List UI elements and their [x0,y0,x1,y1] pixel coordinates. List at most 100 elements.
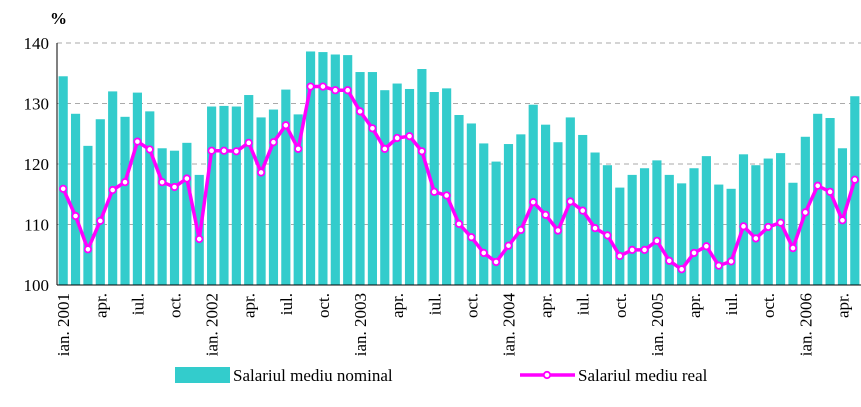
bar [442,88,452,285]
line-marker [219,146,229,155]
bar [392,83,402,285]
bar [343,55,353,285]
line-marker [368,124,377,133]
bar [528,104,538,286]
bar [281,89,291,286]
bar [491,161,501,285]
x-tick-label: oct. [462,293,481,318]
bar [689,168,699,285]
x-tick-label: apr. [91,293,110,318]
line-marker [689,248,699,258]
line-marker [479,248,488,258]
line-marker [727,257,736,266]
bar [825,118,835,286]
legend-label: Salariul mediu nominal [233,366,393,385]
x-tick-label: oct. [611,293,630,318]
line-marker [825,187,835,196]
x-tick-label: apr. [240,293,259,318]
bar [726,188,736,285]
line-marker [838,216,847,225]
line-marker [182,174,191,183]
line-marker [343,86,352,95]
line-marker [801,208,810,217]
line-marker [133,137,142,146]
bar [677,183,687,285]
line-marker [788,243,798,253]
bar [231,106,241,286]
line-marker [256,168,266,177]
line-marker [751,234,760,243]
line-marker [714,261,723,270]
line-marker [232,147,241,156]
line-marker [120,178,130,187]
bar [516,134,526,285]
line-marker [665,256,674,265]
line-marker [306,82,315,91]
bar [788,182,798,285]
bar [850,96,860,286]
bar [763,158,773,285]
bar [83,145,93,285]
line-marker [71,211,80,221]
line-marker [59,184,68,193]
bar [553,142,563,285]
line-marker [393,133,402,143]
bar [145,111,155,286]
line-marker [776,218,785,227]
line-marker [318,82,328,91]
bar [367,72,377,285]
x-tick-label: apr. [537,293,556,318]
x-tick-label: ian. 2005 [648,293,667,356]
x-tick-label: ian. 2001 [54,293,73,356]
bar [132,92,142,285]
line-marker [355,107,365,116]
legend-swatch [175,367,230,383]
bar [305,51,316,285]
line-marker [454,219,464,228]
line-marker [813,181,822,190]
legend-marker [542,370,552,380]
y-tick-label: 100 [24,276,50,295]
line-marker [677,265,686,274]
bar [454,114,464,286]
bar [639,168,650,285]
line-marker [566,197,575,206]
line-marker [603,231,612,240]
bar [380,90,390,285]
bar [256,117,266,285]
line-marker [170,182,179,192]
bar [244,95,254,285]
line-marker [850,175,859,184]
bar [701,156,711,285]
bar [664,174,674,285]
x-tick-label: iul. [425,293,444,315]
line-marker [504,241,513,250]
line-marker [145,145,154,154]
y-tick-label: 120 [24,155,50,174]
line-marker [442,191,451,200]
line-marker [702,242,711,251]
bar [602,165,613,285]
bar [813,113,823,285]
line-marker [492,257,501,267]
bar [207,106,217,286]
x-tick-label: apr. [388,293,407,318]
bar [417,69,427,285]
bar [590,152,600,285]
x-tick-label: oct. [759,293,778,318]
bar [318,52,328,286]
line-marker [615,251,624,261]
x-tick-label: iul. [722,293,741,315]
line-marker [331,86,340,95]
x-tick-label: apr. [685,293,704,318]
line-marker [578,206,587,215]
x-tick-label: oct. [314,293,333,318]
x-tick-label: iul. [128,293,147,315]
x-tick-label: apr. [833,293,852,318]
bar [479,143,489,285]
bar [182,142,192,285]
line-marker [529,198,538,207]
y-tick-label: 140 [24,34,50,53]
bar [58,76,68,286]
bar [466,123,476,285]
